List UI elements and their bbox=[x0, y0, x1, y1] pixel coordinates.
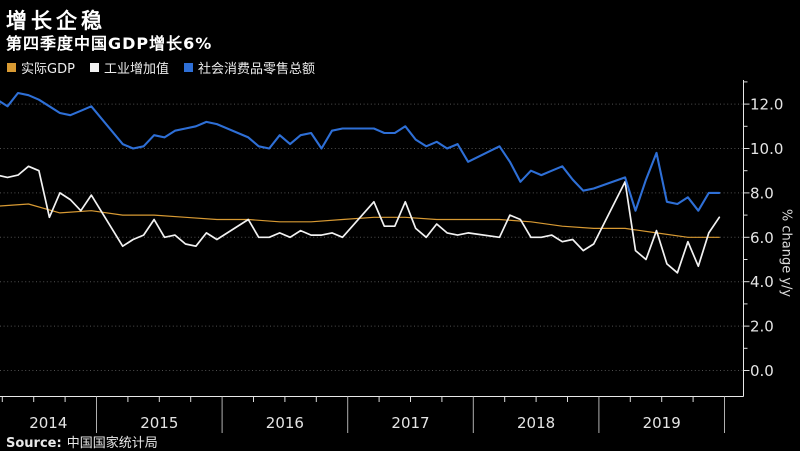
y-tick-label: 8.0 bbox=[750, 184, 774, 202]
legend-item-retail-sales: 社会消费品零售总额 bbox=[183, 58, 315, 77]
x-year-label: 2016 bbox=[266, 414, 304, 432]
x-year-label: 2014 bbox=[29, 414, 67, 432]
x-year-label: 2015 bbox=[140, 414, 178, 432]
axes bbox=[0, 80, 750, 433]
y-tick-label: 6.0 bbox=[750, 229, 774, 247]
legend: 实际GDP 工业增加值 社会消费品零售总额 bbox=[7, 58, 315, 77]
x-year-label: 2019 bbox=[643, 414, 681, 432]
y-tick-label: 2.0 bbox=[750, 318, 774, 336]
axis-labels: 0.0 2.0 4.0 6.0 8.0 10.0 12.0 2014 2015 2016 2017 2… bbox=[29, 96, 783, 432]
y-tick-label: 10.0 bbox=[750, 140, 783, 158]
y-axis-title: % change y/y bbox=[778, 208, 794, 298]
chart-subtitle: 第四季度中国GDP增长6% bbox=[6, 34, 213, 53]
series-line-industrial-output bbox=[0, 165, 721, 274]
legend-label-real-gdp: 实际GDP bbox=[21, 62, 75, 77]
source-text: 中国国家统计局 bbox=[66, 436, 158, 451]
chart-title: 增长企稳 bbox=[6, 9, 106, 33]
gridlines bbox=[0, 103, 744, 371]
legend-label-retail-sales: 社会消费品零售总额 bbox=[197, 62, 315, 77]
series-lines bbox=[0, 91, 721, 274]
source-line: Source: 中国国家统计局 bbox=[6, 432, 158, 451]
legend-label-industrial-output: 工业增加值 bbox=[103, 62, 169, 77]
legend-item-real-gdp: 实际GDP bbox=[7, 58, 75, 77]
legend-swatch-real-gdp-icon bbox=[7, 63, 16, 72]
legend-item-industrial-output: 工业增加值 bbox=[89, 58, 169, 77]
series-line-retail-sales bbox=[0, 91, 721, 212]
y-tick-label: 0.0 bbox=[750, 362, 774, 380]
legend-swatch-retail-sales-icon bbox=[183, 63, 193, 72]
x-year-label: 2018 bbox=[517, 414, 555, 432]
legend-swatch-industrial-output-icon bbox=[89, 63, 99, 72]
y-tick-label: 4.0 bbox=[750, 273, 774, 291]
source-prefix: Source: bbox=[6, 436, 62, 451]
y-tick-label: 12.0 bbox=[750, 96, 783, 114]
x-year-label: 2017 bbox=[391, 414, 429, 432]
